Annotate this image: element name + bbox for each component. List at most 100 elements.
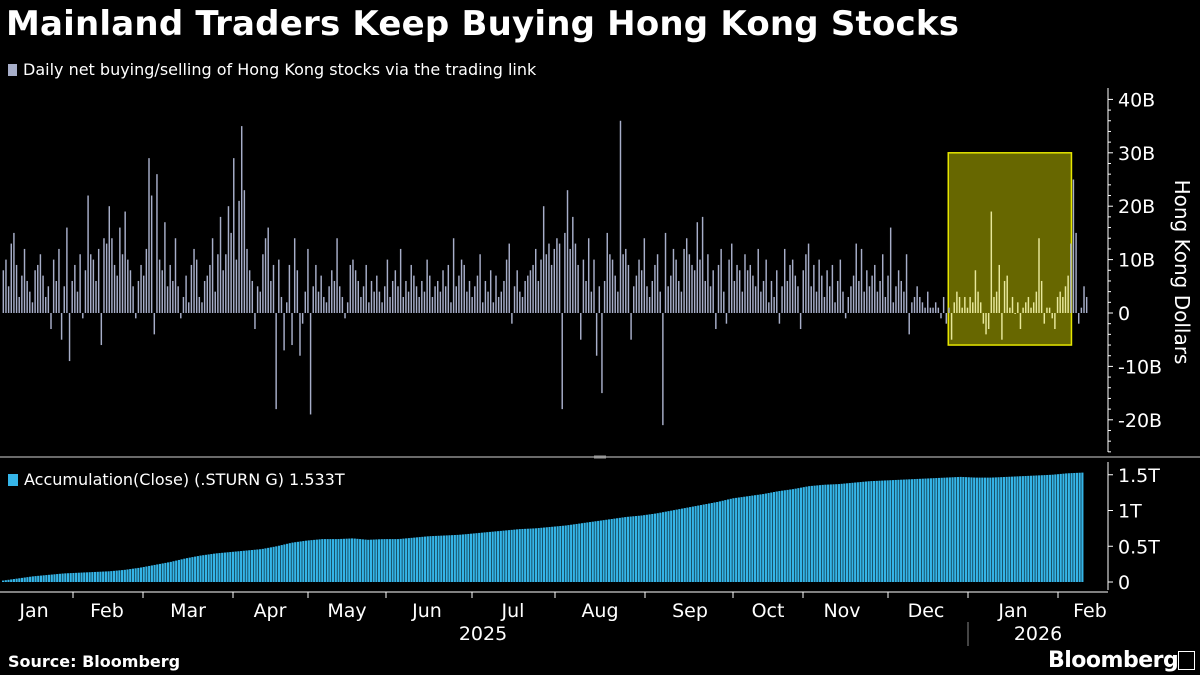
daily-bar: [201, 302, 203, 313]
daily-bar: [153, 313, 156, 335]
accumulation-bar: [643, 515, 646, 582]
daily-bar: [219, 216, 222, 313]
daily-bar: [299, 313, 301, 356]
accumulation-bar: [729, 498, 732, 582]
daily-bar: [863, 291, 865, 313]
accumulation-bar: [799, 487, 803, 582]
accumulation-bar: [394, 539, 397, 582]
daily-bar: [738, 270, 741, 313]
accumulation-bar: [551, 526, 554, 582]
accumulation-bar: [432, 536, 435, 582]
accumulation-bar: [261, 548, 264, 582]
daily-bar: [627, 264, 630, 313]
daily-bar: [338, 286, 341, 313]
daily-bar: [203, 280, 206, 313]
accumulation-bar: [529, 528, 532, 582]
accumulation-bar: [973, 477, 976, 582]
accumulation-bar: [121, 570, 124, 582]
daily-bar: [601, 313, 603, 394]
accumulation-bar: [913, 479, 916, 582]
accumulation-bar: [959, 476, 962, 582]
accumulation-bar: [42, 575, 45, 582]
x-month-label: Aug: [581, 600, 618, 622]
daily-bar: [105, 243, 108, 313]
accumulation-bar: [924, 478, 927, 582]
x-year-label: 2025: [459, 623, 507, 645]
top-y-axis: 40B 30B 20B 10B 0 -10B -20B: [1107, 88, 1162, 453]
daily-bar: [733, 280, 736, 313]
accumulation-bar: [521, 528, 524, 582]
accumulation-bar: [570, 524, 573, 582]
accumulation-bar: [396, 539, 400, 582]
legend-accumulation: Accumulation(Close) (.STURN G) 1.533T: [8, 470, 345, 489]
daily-bar: [227, 206, 230, 313]
accumulation-bar: [610, 518, 613, 582]
daily-bar: [13, 232, 15, 313]
accumulation-bar: [478, 532, 481, 582]
accumulation-bar: [369, 539, 373, 582]
accumulation-bar: [762, 494, 765, 582]
daily-bar: [177, 286, 179, 313]
daily-bar: [320, 275, 322, 313]
daily-bar: [272, 264, 275, 313]
accumulation-bar: [1027, 475, 1030, 582]
accumulation-bar: [491, 531, 494, 582]
accumulation-bar: [656, 513, 659, 582]
daily-bar: [309, 313, 312, 415]
accumulation-bar: [234, 551, 237, 582]
daily-bar: [172, 280, 174, 313]
daily-bar: [524, 280, 526, 313]
accumulation-bar: [1043, 475, 1046, 582]
daily-bar: [259, 291, 261, 313]
accumulation-bar: [735, 497, 738, 582]
daily-bar: [648, 296, 651, 313]
accumulation-bar: [31, 576, 34, 582]
accumulation-bar: [716, 501, 719, 582]
accumulation-bar: [680, 508, 684, 582]
highlight-rect: [947, 152, 1073, 346]
daily-bar: [789, 264, 791, 313]
daily-bar: [908, 313, 910, 335]
daily-bar: [436, 280, 439, 313]
accumulation-bar: [718, 501, 721, 582]
daily-bar: [927, 291, 929, 313]
accumulation-bar: [1024, 475, 1027, 582]
x-month-label: Nov: [823, 600, 860, 622]
daily-bar: [304, 291, 307, 313]
accumulation-bar: [640, 515, 643, 582]
daily-bar: [103, 238, 105, 313]
daily-bar: [1070, 243, 1072, 313]
daily-bar: [688, 254, 691, 313]
daily-bar: [95, 280, 97, 313]
accumulation-bar: [745, 496, 749, 582]
accumulation-bar: [386, 539, 389, 582]
daily-bar: [444, 286, 447, 313]
accumulation-bar: [45, 575, 48, 582]
daily-bar: [1014, 313, 1016, 314]
accumulation-bar: [277, 545, 281, 582]
accumulation-bar: [4, 580, 7, 582]
top-tick-label: -20B: [1118, 410, 1162, 432]
accumulation-bar: [256, 549, 259, 582]
accumulation-bar: [970, 477, 973, 582]
daily-bar: [685, 238, 688, 313]
accumulation-bar: [207, 554, 210, 582]
accumulation-bar: [85, 572, 89, 582]
accumulation-bar: [908, 479, 911, 582]
daily-bar: [969, 296, 971, 313]
accumulation-bar: [1065, 473, 1068, 582]
accumulation-bar: [616, 518, 619, 582]
daily-bar: [860, 248, 863, 313]
daily-bar: [495, 275, 497, 313]
daily-bar: [447, 264, 450, 313]
accumulation-bar: [75, 572, 78, 582]
x-month-label: Jul: [501, 600, 525, 622]
accumulation-bar: [597, 520, 600, 582]
daily-bar: [331, 270, 333, 313]
daily-bar: [307, 248, 309, 313]
daily-bar: [580, 313, 582, 340]
daily-bar: [701, 216, 704, 313]
daily-bar: [174, 238, 177, 313]
bloomberg-logo-icon: [1178, 651, 1195, 670]
accumulation-bar: [1032, 475, 1035, 582]
